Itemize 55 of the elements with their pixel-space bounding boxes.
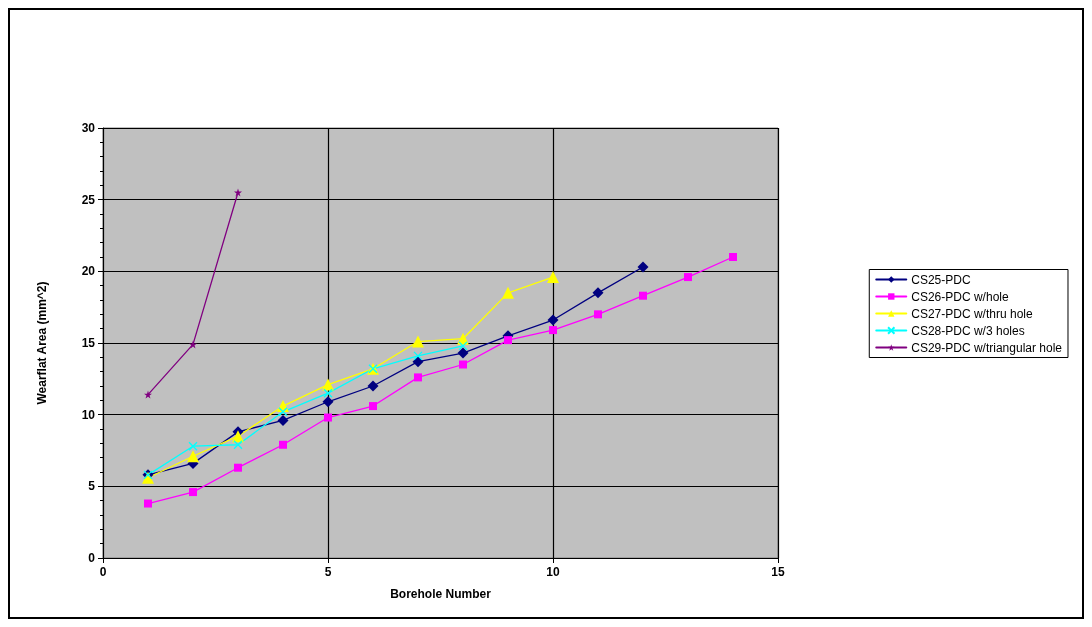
point — [233, 440, 243, 450]
point — [232, 430, 244, 443]
point — [144, 390, 152, 399]
point — [234, 188, 242, 197]
point — [502, 286, 514, 299]
legend-label: CS25-PDC — [911, 272, 971, 287]
point — [189, 340, 197, 349]
point — [369, 402, 377, 411]
point — [412, 356, 424, 368]
point — [367, 380, 379, 392]
x-tick-label: 0 — [99, 565, 107, 579]
point — [414, 373, 422, 382]
point — [278, 407, 288, 417]
point — [413, 351, 423, 361]
x-tick-label: 5 — [324, 565, 332, 579]
point — [324, 413, 332, 422]
point — [279, 440, 287, 449]
y-tick-label: 0 — [88, 551, 96, 565]
point — [234, 463, 242, 472]
point — [144, 499, 152, 508]
point — [547, 314, 559, 326]
point — [322, 378, 334, 391]
y-tick-label: 20 — [81, 264, 96, 279]
legend-label: CS29-PDC w/triangular hole — [911, 340, 1063, 355]
point — [504, 336, 512, 345]
y-tick-label: 25 — [81, 192, 96, 207]
x-axis-title: Borehole Number — [390, 587, 492, 601]
point — [459, 360, 467, 369]
point — [322, 396, 334, 408]
x-tick-label: 10 — [546, 565, 560, 579]
y-tick-label: 30 — [81, 121, 96, 135]
point — [277, 414, 289, 426]
point — [549, 326, 557, 335]
y-tick-label: 5 — [88, 479, 96, 494]
legend-label: CS26-PDC w/hole — [911, 289, 1009, 304]
point — [639, 291, 647, 300]
legend-label: CS28-PDC w/3 holes — [911, 323, 1025, 338]
point — [189, 488, 197, 497]
y-tick-label: 15 — [81, 336, 96, 350]
point — [458, 341, 468, 351]
point — [729, 253, 737, 261]
point — [187, 450, 199, 463]
point — [457, 347, 469, 359]
point — [637, 261, 649, 273]
point — [323, 388, 333, 398]
point — [592, 287, 604, 299]
legend-label: CS27-PDC w/thru hole — [911, 306, 1033, 321]
y-axis-title: Wearflat Area (mm^2) — [35, 281, 49, 405]
x-tick-label: 15 — [771, 565, 785, 579]
point — [188, 441, 198, 451]
point — [594, 310, 602, 319]
point — [547, 271, 559, 284]
y-tick-label: 10 — [81, 407, 96, 422]
point — [412, 335, 424, 348]
point — [684, 273, 692, 282]
